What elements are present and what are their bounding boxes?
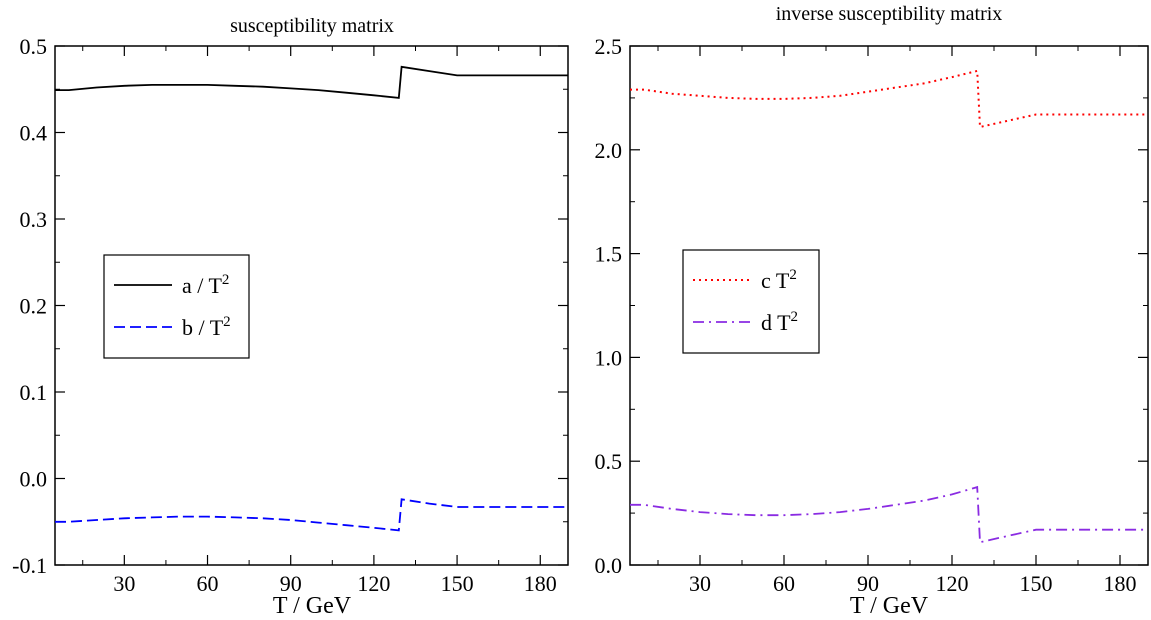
left-chart-title: susceptibility matrix [230,15,394,37]
left-y-tick-label: 0.1 [20,380,48,405]
left-x-tick-label: 30 [113,571,135,596]
left-legend-box [103,254,250,359]
left-x-tick-label: 90 [280,571,302,596]
left-x-tick-label: 60 [197,571,219,596]
left-x-tick-label: 120 [357,571,390,596]
right-y-tick-label: 0.5 [595,449,623,474]
left-legend-label-1: a / T2 [182,272,229,298]
left-y-tick-label: -0.1 [12,553,47,578]
right-series-line-2 [630,485,1148,544]
right-y-tick-label: 2.5 [595,34,623,59]
left-legend-label-2: b / T2 [182,314,231,340]
left-x-tick-label: 150 [441,571,474,596]
left-y-tick-label: 0.0 [20,467,48,492]
right-x-axis-title: T / GeV [850,593,929,619]
right-x-tick-label: 180 [1104,571,1137,596]
right-y-tick-label: 1.0 [595,345,623,370]
right-x-tick-label: 150 [1020,571,1053,596]
right-x-tick-label: 30 [689,571,711,596]
right-y-tick-label: 2.0 [595,138,623,163]
left-y-tick-label: 0.3 [20,207,48,232]
left-x-axis-title: T / GeV [273,593,352,619]
right-series-line-1 [630,69,1148,129]
right-y-tick-label: 0.0 [595,553,623,578]
left-y-tick-label: 0.4 [20,121,48,146]
right-panel: inverse susceptibility matrix T / GeV 30… [595,3,1149,619]
left-y-tick-label: 0.5 [20,34,48,59]
left-y-tick-label: 0.2 [20,294,48,319]
right-legend-label-1: c T2 [761,267,797,293]
right-x-tick-label: 120 [936,571,969,596]
right-chart-title: inverse susceptibility matrix [776,3,1003,25]
right-legend-label-2: d T2 [761,309,798,335]
right-x-tick-label: 90 [857,571,879,596]
left-series-line-2 [55,498,568,532]
left-panel: susceptibility matrix T / GeV 30 60 90 120 1… [12,15,569,619]
right-x-tick-label: 60 [773,571,795,596]
right-y-tick-label: 1.5 [595,242,623,267]
left-series-line-1 [55,65,568,99]
right-legend-box [682,249,820,354]
left-x-tick-label: 180 [524,571,557,596]
